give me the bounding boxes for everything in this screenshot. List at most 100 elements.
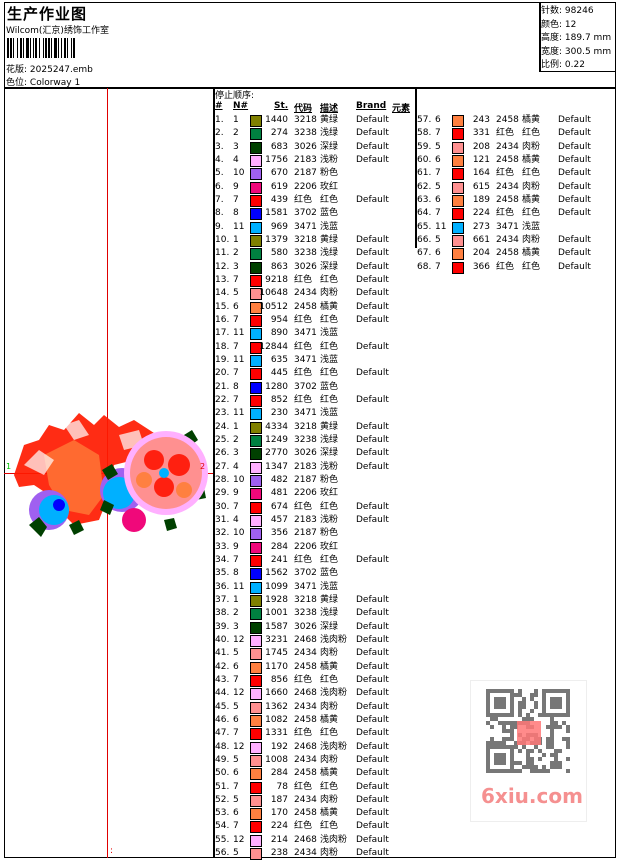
row-needle: 9 bbox=[233, 181, 239, 192]
row-code: 2468 bbox=[294, 634, 317, 645]
col-header-description: 描述 bbox=[320, 104, 339, 114]
info-value: 189.7 mm bbox=[564, 33, 612, 43]
row-needle: 8 bbox=[233, 208, 239, 219]
info-row: 针数: 98246 bbox=[541, 3, 594, 16]
row-code: 2206 bbox=[294, 541, 317, 552]
column-divider bbox=[415, 88, 417, 248]
row-index: 23. bbox=[215, 408, 230, 419]
row-needle: 5 bbox=[233, 648, 239, 659]
row-code: 3218 bbox=[294, 234, 317, 245]
row-brand: Default bbox=[356, 754, 389, 765]
color-swatch bbox=[250, 474, 262, 487]
row-code: 2458 bbox=[294, 714, 317, 725]
row-index: 55. bbox=[215, 834, 230, 845]
design-file-row: 花版: 2025247.emb bbox=[6, 62, 93, 75]
row-needle: 6 bbox=[233, 808, 239, 819]
row-needle: 10 bbox=[233, 168, 245, 179]
row-needle: 5 bbox=[233, 288, 239, 299]
row-index: 39. bbox=[215, 621, 230, 632]
col-header-code: 代码 bbox=[294, 104, 313, 114]
row-index: 66. bbox=[417, 234, 432, 245]
color-swatch bbox=[250, 194, 262, 207]
row-code: 2187 bbox=[294, 474, 317, 485]
row-description: 肉粉 bbox=[522, 181, 541, 192]
row-description: 红色 bbox=[320, 368, 339, 379]
row-index: 13. bbox=[215, 274, 230, 285]
row-code: 红色 bbox=[294, 501, 313, 512]
row-stitches: 481 bbox=[270, 488, 288, 499]
color-swatch bbox=[250, 421, 262, 434]
row-code: 2468 bbox=[294, 834, 317, 845]
row-stitches: 890 bbox=[270, 328, 288, 339]
row-code: 3218 bbox=[294, 115, 317, 125]
row-stitches: 10648 bbox=[259, 288, 288, 299]
color-swatch bbox=[250, 848, 262, 861]
row-code: 2183 bbox=[294, 154, 317, 165]
row-stitches: 189 bbox=[472, 194, 490, 205]
info-value: 98246 bbox=[564, 6, 594, 16]
row-code: 红色 bbox=[294, 674, 313, 685]
row-description: 红色 bbox=[320, 781, 339, 792]
row-description: 肉粉 bbox=[522, 234, 541, 245]
row-needle: 5 bbox=[233, 794, 239, 805]
row-code: 红色 bbox=[294, 821, 313, 832]
row-stitches: 2770 bbox=[265, 448, 288, 459]
row-index: 29. bbox=[215, 488, 230, 499]
color-swatch bbox=[250, 128, 262, 141]
color-swatch bbox=[250, 701, 262, 714]
row-stitches: 1587 bbox=[265, 621, 288, 632]
row-brand: Default bbox=[356, 808, 389, 819]
color-swatch bbox=[452, 115, 464, 127]
row-code: 2434 bbox=[294, 701, 317, 712]
row-description: 红色 bbox=[522, 168, 541, 179]
row-needle: 4 bbox=[233, 461, 239, 472]
row-description: 肉粉 bbox=[320, 701, 339, 712]
row-description: 红色 bbox=[320, 341, 339, 352]
row-brand: Default bbox=[356, 128, 389, 139]
row-stitches: 230 bbox=[270, 408, 288, 419]
row-stitches: 224 bbox=[472, 208, 490, 219]
row-description: 深绿 bbox=[320, 621, 339, 632]
watermark-qr-block: 6xiu.com bbox=[470, 680, 587, 822]
color-swatch bbox=[250, 541, 262, 554]
color-swatch bbox=[452, 194, 464, 207]
row-needle: 9 bbox=[233, 541, 239, 552]
row-description: 浅蓝 bbox=[320, 221, 339, 232]
row-needle: 3 bbox=[233, 621, 239, 632]
row-needle: 7 bbox=[233, 394, 239, 405]
row-description: 红色 bbox=[320, 314, 339, 325]
row-needle: 6 bbox=[435, 194, 441, 205]
row-stitches: 170 bbox=[270, 808, 288, 819]
row-description: 红色 bbox=[320, 274, 339, 285]
color-swatch bbox=[250, 608, 262, 621]
row-code: 2434 bbox=[294, 794, 317, 805]
row-stitches: 1249 bbox=[265, 434, 288, 445]
colorway-row: 色位: Colorway 1 bbox=[6, 75, 80, 88]
row-needle: 5 bbox=[233, 701, 239, 712]
row-needle: 2 bbox=[233, 128, 239, 139]
row-index: 15. bbox=[215, 301, 230, 312]
row-description: 红色 bbox=[522, 208, 541, 219]
row-brand: Default bbox=[356, 141, 389, 152]
row-index: 32. bbox=[215, 528, 230, 539]
row-index: 11. bbox=[215, 248, 230, 259]
row-index: 26. bbox=[215, 448, 230, 459]
row-index: 42. bbox=[215, 661, 230, 672]
row-index: 59. bbox=[417, 141, 432, 152]
row-brand: Default bbox=[356, 701, 389, 712]
row-code: 2458 bbox=[294, 301, 317, 312]
row-needle: 7 bbox=[233, 501, 239, 512]
row-index: 14. bbox=[215, 288, 230, 299]
row-stitches: 1001 bbox=[265, 608, 288, 619]
color-swatch bbox=[250, 528, 262, 541]
row-stitches: 241 bbox=[270, 554, 288, 565]
row-needle: 11 bbox=[233, 354, 245, 365]
preview-divider bbox=[213, 88, 215, 858]
row-code: 2434 bbox=[294, 848, 317, 859]
color-swatch bbox=[250, 674, 262, 687]
row-description: 橘黄 bbox=[320, 661, 339, 672]
row-brand: Default bbox=[558, 181, 591, 192]
color-swatch bbox=[250, 181, 262, 194]
start-marker: 1 bbox=[6, 462, 12, 471]
col-header-needle: N# bbox=[233, 101, 249, 111]
